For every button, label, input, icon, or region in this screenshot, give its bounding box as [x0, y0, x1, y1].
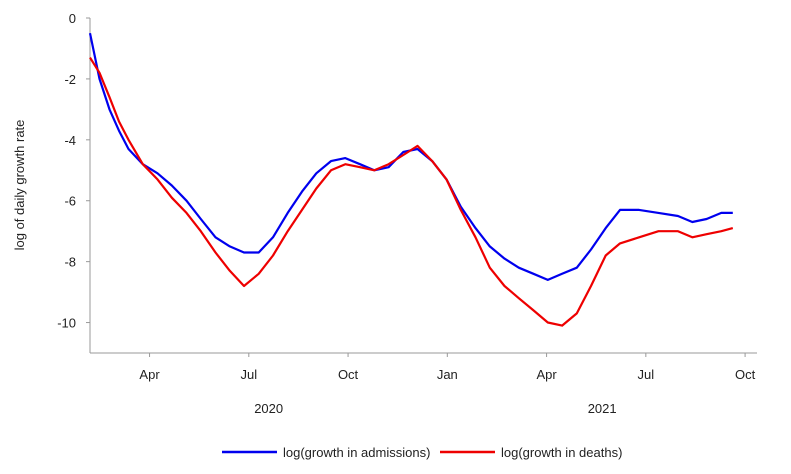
y-axis-label: log of daily growth rate: [12, 120, 27, 251]
legend-label: log(growth in deaths): [501, 445, 622, 460]
y-tick-label: -4: [64, 133, 76, 148]
x-group-label: 2021: [588, 401, 617, 416]
y-tick-label: -2: [64, 72, 76, 87]
y-tick-label: -8: [64, 255, 76, 270]
y-tick-label: 0: [69, 11, 76, 26]
x-tick-label: Jan: [437, 367, 458, 382]
series-line: [88, 32, 733, 281]
x-tick-label: Apr: [139, 367, 160, 382]
x-tick-label: Oct: [338, 367, 359, 382]
series-line: [89, 57, 734, 327]
x-tick-label: Oct: [735, 367, 756, 382]
x-tick-label: Apr: [536, 367, 557, 382]
y-tick-label: -10: [57, 316, 76, 331]
x-group-label: 2020: [254, 401, 283, 416]
legend-label: log(growth in admissions): [283, 445, 430, 460]
y-tick-label: -6: [64, 194, 76, 209]
x-tick-label: Jul: [240, 367, 257, 382]
x-tick-label: Jul: [638, 367, 655, 382]
